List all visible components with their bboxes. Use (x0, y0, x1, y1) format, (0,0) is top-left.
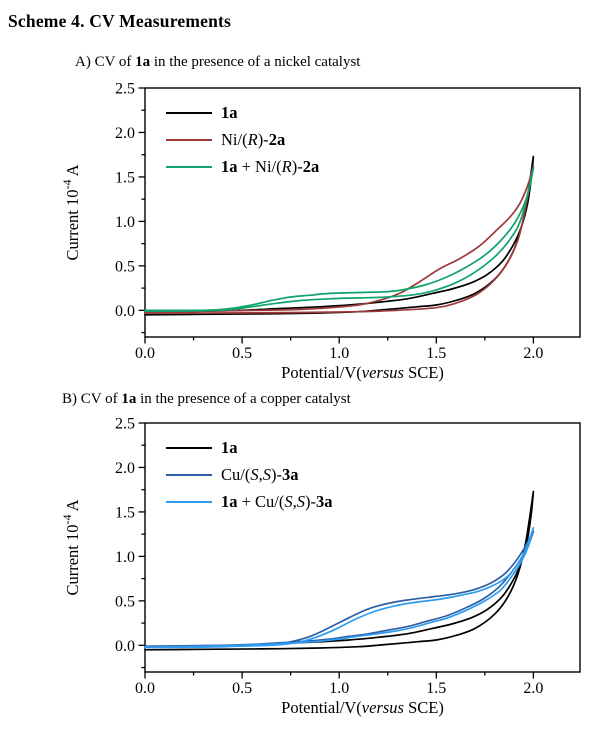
curve-1a (144, 490, 535, 651)
y-tick-label: 2.0 (115, 125, 135, 142)
legend-label: 1a (221, 103, 238, 122)
y-axis-title: Current 10-4 A (60, 164, 82, 260)
x-tick-label: 1.0 (329, 345, 349, 362)
y-axis: 0.0 0.5 1.0 1.5 2.0 2.5 Current 10-4 A (60, 81, 145, 334)
text-segment: in the presence of a nickel catalyst (150, 54, 361, 70)
y-tick-label: 0.5 (115, 258, 135, 275)
legend-label: 1a + Ni/(R)-2a (221, 157, 319, 176)
y-tick-label: 0.5 (115, 593, 135, 610)
chart-b-caption: B) CV of 1a in the presence of a copper … (62, 391, 351, 408)
legend-label: 1a + Cu/(S,S)-3a (221, 492, 333, 511)
y-tick-label: 0.0 (115, 303, 135, 320)
x-tick-label: 0.5 (232, 345, 252, 362)
x-tick-label: 2.0 (523, 680, 543, 697)
x-tick-label: 1.5 (426, 680, 446, 697)
text-segment: 1a (121, 391, 137, 407)
y-tick-label: 2.0 (115, 460, 135, 477)
curve-1a (144, 155, 535, 316)
chart-a-caption: A) CV of 1a in the presence of a nickel … (75, 54, 360, 71)
y-tick-label: 2.5 (115, 416, 135, 433)
text-segment: A) CV of (75, 54, 136, 70)
legend: 1a Cu/(S,S)-3a 1a + Cu/(S,S)-3a (166, 438, 333, 511)
y-tick-label: 2.5 (115, 81, 135, 98)
x-tick-label: 0.0 (135, 345, 155, 362)
y-tick-label: 0.0 (115, 638, 135, 655)
curve-1a-ni-r-2a (144, 167, 535, 313)
legend-entry-1a: 1a (166, 438, 238, 457)
legend-entry-1a: 1a (166, 103, 238, 122)
legend-label: Ni/(R)-2a (221, 130, 285, 149)
y-axis: 0.0 0.5 1.0 1.5 2.0 2.5 Current 10-4 A (60, 416, 145, 669)
text-segment: 1a (135, 54, 151, 70)
y-tick-label: 1.5 (115, 504, 135, 521)
x-tick-label: 1.0 (329, 680, 349, 697)
legend: 1a Ni/(R)-2a 1a + Ni/(R)-2a (166, 103, 319, 176)
scheme-title: Scheme 4. CV Measurements (8, 11, 232, 31)
curve-ni-r-2a (144, 165, 535, 314)
plot-frame (144, 422, 581, 673)
x-axis-title: Potential/V(versus SCE) (281, 363, 444, 382)
x-axis: 0.0 0.5 1.0 1.5 2.0 Potential/V(versus SCE) (135, 337, 543, 382)
legend-entry-1a-ni-r-2a: 1a + Ni/(R)-2a (166, 157, 319, 176)
legend-entry-cu-s-s-3a: Cu/(S,S)-3a (166, 465, 298, 484)
legend-label: Cu/(S,S)-3a (221, 465, 298, 484)
text-segment: in the presence of a copper catalyst (136, 391, 351, 407)
y-tick-label: 1.5 (115, 169, 135, 186)
x-axis: 0.0 0.5 1.0 1.5 2.0 Potential/V(versus SCE) (135, 672, 543, 717)
y-tick-label: 1.0 (115, 549, 135, 566)
y-tick-label: 1.0 (115, 214, 135, 231)
plot-frame (144, 87, 581, 338)
text-segment: B) CV of (62, 391, 122, 407)
legend-entry-ni-r-2a: Ni/(R)-2a (166, 130, 285, 149)
x-tick-label: 2.0 (523, 345, 543, 362)
y-axis-title: Current 10-4 A (60, 499, 82, 595)
curve-cu-s-s-3a (144, 530, 535, 648)
x-tick-label: 0.5 (232, 680, 252, 697)
x-tick-label: 1.5 (426, 345, 446, 362)
x-tick-label: 0.0 (135, 680, 155, 697)
x-axis-title: Potential/V(versus SCE) (281, 698, 444, 717)
legend-label: 1a (221, 438, 238, 457)
curve-1a-cu-s-s-3a (144, 527, 535, 649)
legend-entry-1a-cu-s-s-3a: 1a + Cu/(S,S)-3a (166, 492, 333, 511)
